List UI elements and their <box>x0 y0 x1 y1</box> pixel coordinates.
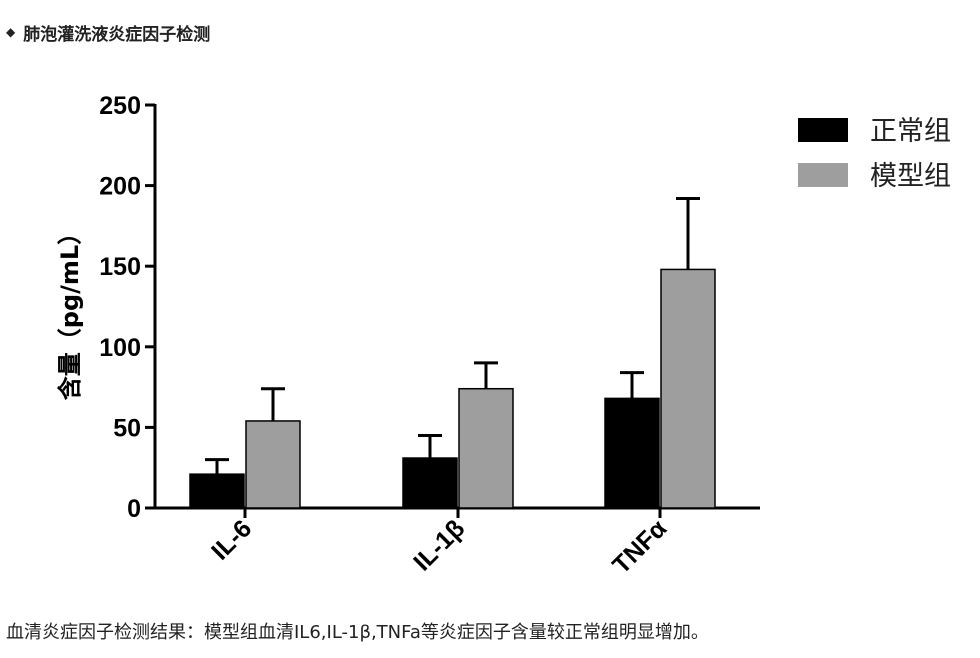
legend-label: 正常组 <box>870 116 951 147</box>
bar-chart: 0 50 100 150 200 250 含量（pg/mL） IL-6 IL-1β TNFα 正常组… <box>56 92 951 579</box>
section-heading: ◆ 肺泡灌洗液炎症因子检测 <box>6 18 210 46</box>
bar-model-2 <box>660 268 716 509</box>
legend-label: 模型组 <box>870 161 951 192</box>
legend-swatch <box>798 118 848 142</box>
bar-model-0 <box>245 420 301 509</box>
y-tick-label: 150 <box>99 253 141 281</box>
bar-model-1 <box>458 387 514 509</box>
x-tick-label: IL-6 <box>206 514 257 565</box>
x-tick-label: IL-1β <box>408 514 470 576</box>
figure-caption: 血清炎症因子检测结果：模型组血清IL6,IL-1β,TNFa等炎症因子含量较正常… <box>6 622 709 643</box>
y-tick-label: 250 <box>99 92 141 120</box>
x-tick-label: TNFα <box>607 514 672 579</box>
bar-normal-0 <box>189 473 245 509</box>
section-title: 肺泡灌洗液炎症因子检测 <box>23 24 211 45</box>
bar-normal-1 <box>402 457 458 509</box>
y-tick-label: 100 <box>99 334 141 362</box>
legend-swatch <box>798 163 848 187</box>
bar-normal-2 <box>604 397 660 509</box>
y-axis-label: 含量（pg/mL） <box>56 221 84 400</box>
y-tick-label: 200 <box>99 173 141 201</box>
y-tick-label: 0 <box>127 495 141 523</box>
diamond-icon: ◆ <box>6 25 16 39</box>
y-tick-label: 50 <box>113 414 141 442</box>
